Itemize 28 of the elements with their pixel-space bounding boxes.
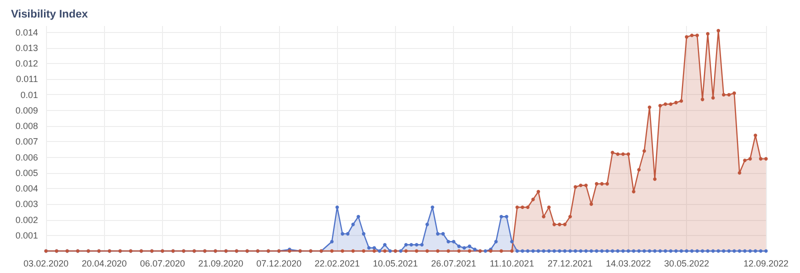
x-tick-label: 06.07.2020 <box>140 258 185 268</box>
x-tick-label: 10.05.2021 <box>372 258 418 268</box>
y-tick-label: 0.005 <box>15 168 38 178</box>
chart-title: Visibility Index <box>11 8 89 20</box>
y-tick-label: 0.007 <box>15 136 38 147</box>
y-tick-label: 0.012 <box>15 58 38 68</box>
y-tick-label: 0.001 <box>15 230 38 240</box>
x-tick-label: 27.12.2021 <box>548 258 593 268</box>
x-tick-label: 03.02.2020 <box>23 258 69 268</box>
y-tick-label: 0.01 <box>20 90 38 100</box>
x-tick-label: 21.09.2020 <box>198 258 244 268</box>
y-tick-label: 0.004 <box>15 184 38 194</box>
y-tick-label: 0.006 <box>15 152 38 162</box>
y-tick-label: 0.011 <box>16 74 38 84</box>
x-tick-label: 26.07.2021 <box>431 258 476 268</box>
x-tick-label: 20.04.2020 <box>82 258 127 268</box>
y-tick-label: 0.014 <box>15 27 38 38</box>
y-tick-label: 0.009 <box>15 105 38 116</box>
y-tick-label: 0.013 <box>15 42 38 53</box>
x-tick-label: 22.02.2021 <box>314 258 360 268</box>
y-tick-label: 0.002 <box>15 214 38 225</box>
x-tick-label: 07.12.2020 <box>256 258 302 268</box>
y-tick-label: 0.008 <box>15 121 38 131</box>
x-tick-label: 30.05.2022 <box>664 258 710 268</box>
x-tick-label: 11.10.2021 <box>490 258 534 268</box>
y-tick-label: 0.003 <box>15 199 38 210</box>
x-tick-label: 12.09.2022 <box>743 258 789 268</box>
x-tick-label: 14.03.2022 <box>606 258 651 268</box>
